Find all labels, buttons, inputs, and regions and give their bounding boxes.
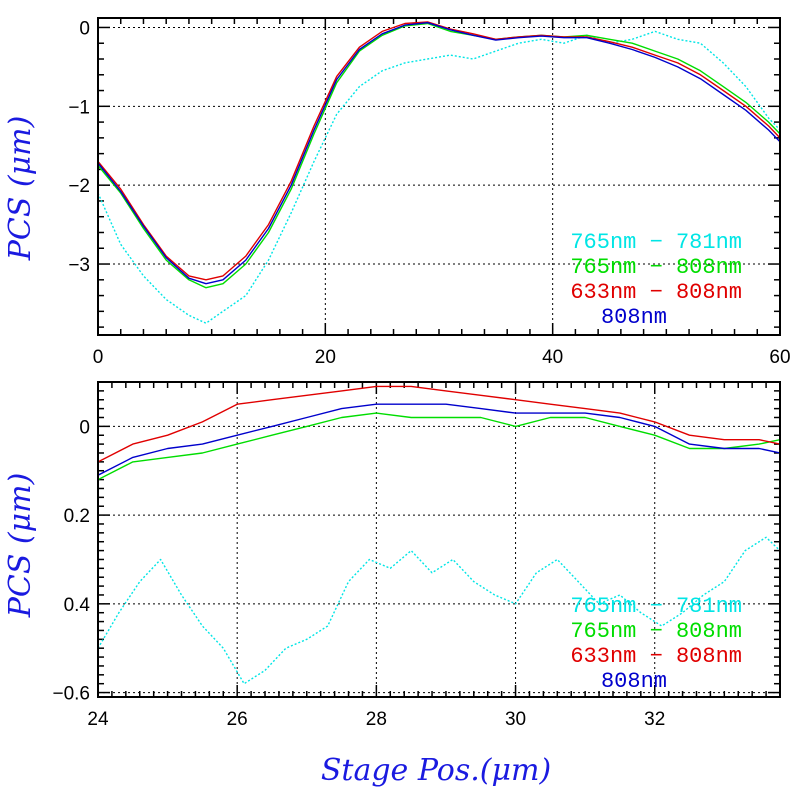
legend-entry-2: 633nm − 808nm — [570, 280, 742, 305]
legend-entry-2: 633nm − 808nm — [570, 644, 742, 669]
series-line-2 — [98, 21, 780, 281]
x-tick-label: 40 — [542, 347, 563, 368]
y-tick-label: −0.6 — [52, 684, 90, 705]
top-panel: 0 20 40 60 0 −1 −2 −3 PCS (μm) 765nm − 781nm765nm… — [3, 17, 791, 368]
series-line-0 — [98, 30, 780, 324]
x-axis-title: Stage Pos.(μm) — [321, 753, 551, 788]
x-tick-label: 28 — [366, 709, 387, 730]
x-tick-label: 24 — [87, 709, 109, 730]
series-line-1 — [98, 412, 780, 481]
x-tick-label: 20 — [315, 347, 336, 368]
series-line-3 — [98, 403, 780, 476]
legend-entry-0: 765nm − 781nm — [570, 594, 742, 619]
y-tick-label: 0 — [79, 18, 90, 39]
legend-entry-0: 765nm − 781nm — [570, 230, 742, 255]
y-axis-title: PCS (μm) — [3, 116, 38, 262]
legend-entry-3: 808nm — [601, 305, 667, 330]
y-tick-label: −1 — [68, 97, 90, 118]
plot-frame — [97, 17, 781, 336]
x-tick-label: 32 — [644, 709, 665, 730]
y-tick-label: −3 — [68, 255, 90, 276]
x-tick-label: 26 — [227, 709, 248, 730]
plot-frame — [97, 381, 781, 698]
legend-entry-3: 808nm — [601, 669, 667, 694]
y-axis-title: PCS (μm) — [3, 473, 38, 619]
x-tick-label: 0 — [93, 347, 104, 368]
series-line-1 — [98, 22, 780, 289]
series-line-2 — [98, 385, 780, 463]
y-tick-label: 0.2 — [64, 506, 90, 527]
y-tick-label: −2 — [68, 176, 90, 197]
x-tick-label: 60 — [769, 347, 790, 368]
legend-entry-1: 765nm − 808nm — [570, 255, 742, 280]
y-tick-label: 0 — [79, 417, 90, 438]
series-line-3 — [98, 22, 780, 285]
bottom-panel: 24 26 28 30 32 0 0.2 0.4 −0.6 PCS (μm) 765nm − 781… — [3, 381, 781, 730]
x-tick-label: 30 — [505, 709, 526, 730]
legend-entry-1: 765nm − 808nm — [570, 619, 742, 644]
y-tick-label: 0.4 — [64, 595, 91, 616]
